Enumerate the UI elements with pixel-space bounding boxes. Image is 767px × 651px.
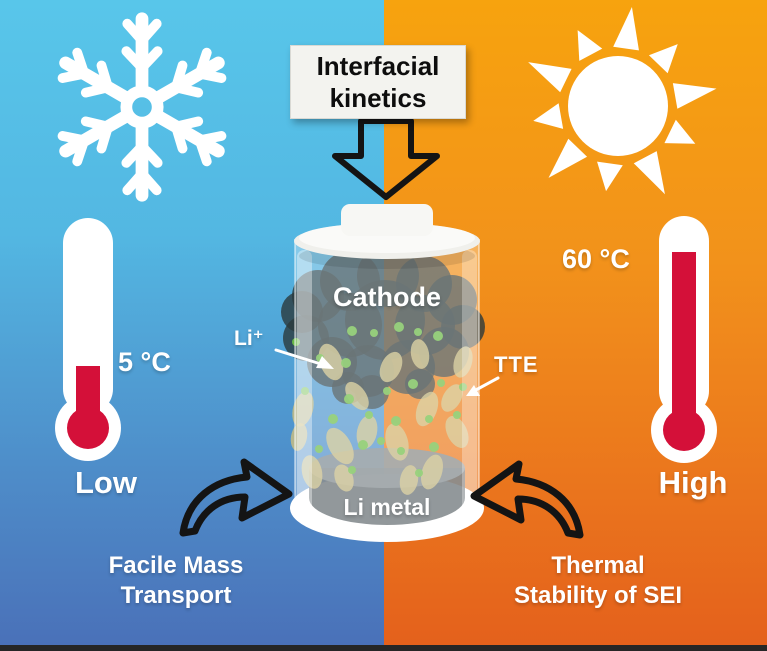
tte-pointer-arrow	[466, 376, 500, 396]
bottom-edge-strip	[0, 645, 767, 651]
li-metal-label: Li metal	[343, 494, 431, 520]
sun-icon	[528, 6, 717, 195]
cathode-label: Cathode	[333, 282, 441, 312]
curved-arrow-right-icon	[470, 460, 584, 539]
li-ion-pointer-arrow	[274, 348, 334, 369]
cell-lid	[294, 204, 480, 269]
battery-cell	[281, 204, 485, 542]
thermal-stability-caption: Thermal Stability of SEI	[513, 552, 683, 609]
snowflake-icon	[57, 12, 227, 202]
interfacial-kinetics-box: Interfacial kinetics	[290, 45, 466, 119]
li-ion-label: Li⁺	[234, 327, 264, 350]
down-arrow-icon	[332, 118, 440, 200]
hot-temperature-label: 60 °C	[562, 244, 630, 274]
low-label: Low	[75, 465, 137, 500]
cold-temperature-label: 5 °C	[118, 347, 171, 377]
curved-arrow-left-icon	[179, 458, 293, 537]
tte-label: TTE	[494, 352, 539, 377]
electrolyte-particles	[290, 322, 473, 495]
facile-mass-transport-caption: Facile Mass Transport	[108, 552, 244, 609]
cell-terminal-knob	[341, 204, 433, 236]
thermometer-low-icon	[55, 218, 121, 461]
high-label: High	[658, 465, 728, 500]
cell-glass-body	[294, 239, 480, 540]
thermometer-high-icon	[651, 216, 717, 463]
